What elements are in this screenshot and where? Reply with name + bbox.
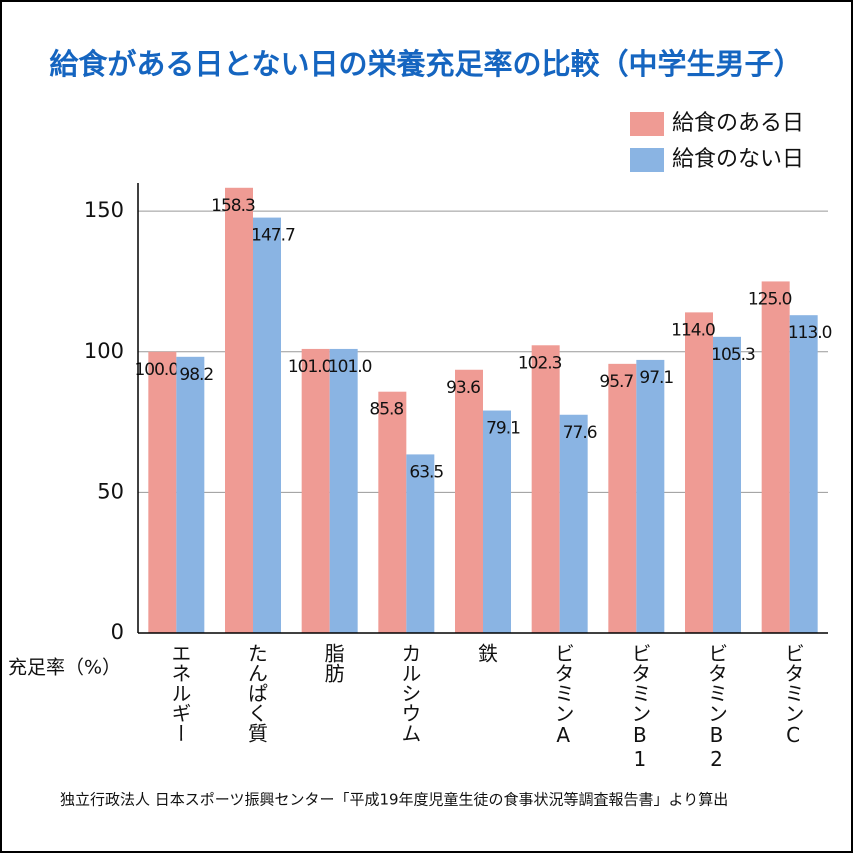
bar (636, 359, 665, 633)
x-tick-label: たんぱく質 (245, 643, 269, 743)
value-label: 147.7 (251, 226, 295, 246)
bar (483, 410, 511, 633)
legend-label: 給食のない日 (672, 147, 804, 172)
y-tick-label: 0 (111, 620, 124, 644)
x-tick-label: ビタミンC (781, 643, 805, 747)
value-label: 63.5 (409, 462, 443, 482)
y-tick-label: 50 (97, 479, 124, 503)
bar (789, 315, 818, 633)
bar (301, 348, 330, 633)
value-label: 105.3 (711, 345, 755, 365)
value-label: 101.0 (328, 357, 372, 377)
value-label: 97.1 (639, 368, 673, 388)
value-label: 85.8 (369, 400, 403, 420)
legend-swatch (630, 112, 664, 136)
x-tick-label: エネルギー (168, 643, 192, 743)
bar (329, 348, 358, 633)
value-label: 77.6 (563, 423, 597, 443)
bar (559, 414, 588, 633)
bar (176, 356, 205, 633)
y-axis-label: 充足率（%） (8, 657, 121, 679)
bar (531, 345, 560, 633)
value-label: 98.2 (179, 365, 213, 385)
x-tick-label: 脂肪 (321, 643, 345, 683)
bar (148, 351, 177, 633)
value-label: 101.0 (288, 357, 332, 377)
legend-label: 給食のある日 (672, 111, 804, 136)
value-label: 100.0 (134, 360, 178, 380)
value-label: 114.0 (671, 320, 715, 340)
value-label: 93.6 (446, 378, 480, 398)
value-label: 95.7 (599, 372, 633, 392)
legend-swatch (630, 148, 664, 172)
bar (608, 363, 637, 633)
value-label: 158.3 (211, 196, 255, 216)
bar (685, 312, 713, 633)
x-tick-label: カルシウム (398, 643, 422, 743)
value-label: 113.0 (788, 323, 832, 343)
bar (253, 217, 281, 633)
bar (406, 454, 435, 633)
source: 独立行政法人 日本スポーツ振興センター「平成19年度児童生徒の食事状況等調査報告… (60, 791, 728, 809)
y-tick-label: 100 (84, 339, 124, 363)
value-label: 125.0 (748, 289, 792, 309)
x-tick-label: ビタミンB2 (705, 643, 729, 771)
bar (455, 369, 483, 633)
bar (713, 336, 741, 633)
x-tick-label: 鉄 (475, 643, 499, 663)
bar (378, 391, 407, 633)
y-tick-label: 150 (84, 198, 124, 222)
x-tick-label: ビタミンB1 (628, 643, 652, 771)
chart-title: 給食がある日とない日の栄養充足率の比較（中学生男子） (49, 47, 802, 81)
bar (761, 281, 790, 633)
x-tick-label: ビタミンA (551, 643, 575, 747)
bar (225, 187, 253, 633)
value-label: 79.1 (486, 419, 520, 439)
value-label: 102.3 (518, 353, 562, 373)
